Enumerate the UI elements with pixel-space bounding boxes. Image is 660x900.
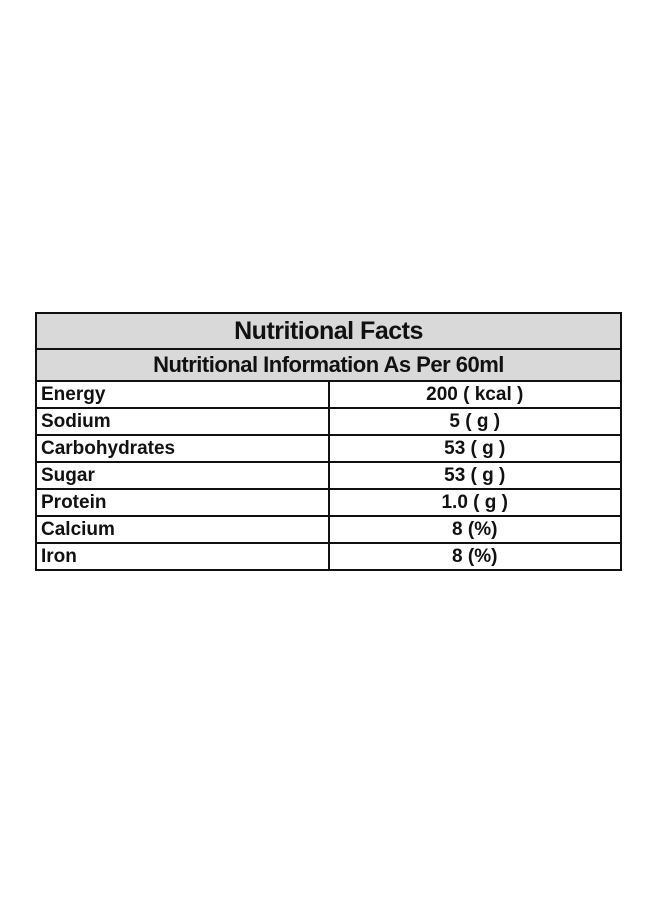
- table-subtitle: Nutritional Information As Per 60ml: [35, 348, 622, 382]
- title-row: Nutritional Facts: [35, 312, 622, 350]
- table-row: Energy 200 ( kcal ): [35, 380, 622, 409]
- nutrient-value: 8 (%): [327, 542, 622, 571]
- nutrient-value: 5 ( g ): [327, 407, 622, 436]
- nutrient-name: Sodium: [35, 407, 330, 436]
- nutrient-name: Iron: [35, 542, 330, 571]
- nutrient-value: 200 ( kcal ): [327, 380, 622, 409]
- table-row: Iron 8 (%): [35, 542, 622, 571]
- nutrient-value: 53 ( g ): [327, 461, 622, 490]
- nutrient-name: Calcium: [35, 515, 330, 544]
- nutrient-name: Protein: [35, 488, 330, 517]
- nutrient-value: 53 ( g ): [327, 434, 622, 463]
- table-row: Sugar 53 ( g ): [35, 461, 622, 490]
- nutrient-value: 8 (%): [327, 515, 622, 544]
- nutrient-name: Energy: [35, 380, 330, 409]
- table-row: Sodium 5 ( g ): [35, 407, 622, 436]
- table-row: Carbohydrates 53 ( g ): [35, 434, 622, 463]
- nutrient-value: 1.0 ( g ): [327, 488, 622, 517]
- nutrient-name: Carbohydrates: [35, 434, 330, 463]
- subtitle-row: Nutritional Information As Per 60ml: [35, 348, 622, 382]
- table-row: Calcium 8 (%): [35, 515, 622, 544]
- table-title: Nutritional Facts: [35, 312, 622, 350]
- table-row: Protein 1.0 ( g ): [35, 488, 622, 517]
- nutrition-facts-table: Nutritional Facts Nutritional Informatio…: [35, 312, 622, 571]
- nutrient-name: Sugar: [35, 461, 330, 490]
